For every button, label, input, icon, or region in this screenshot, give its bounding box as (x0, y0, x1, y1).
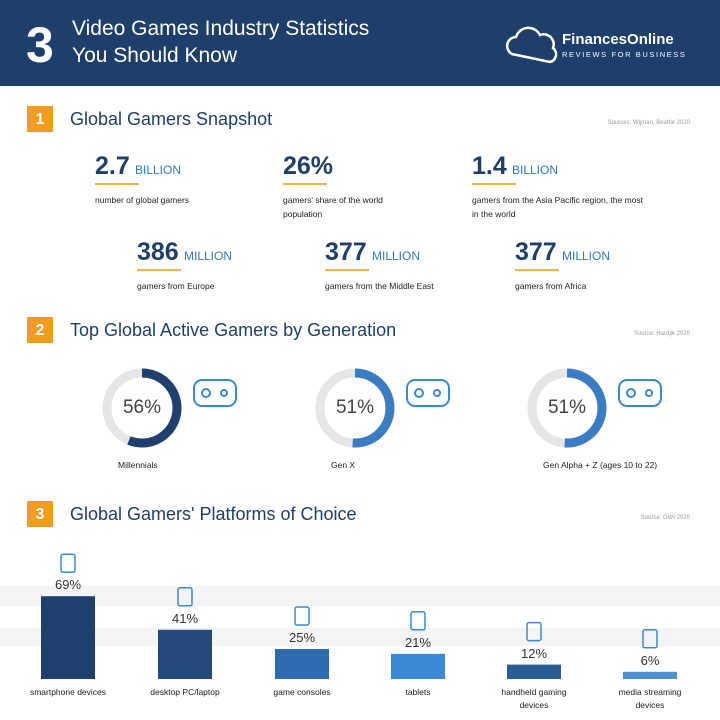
stat-label: gamers from the Asia Pacific region, the… (472, 195, 644, 219)
section-number: 1 (35, 111, 45, 128)
bar-label: media streaming devices (618, 687, 682, 710)
bar-label: handheld gaming devices (501, 687, 567, 710)
donut-arc (102, 368, 182, 448)
donut-value: 51% (547, 397, 587, 418)
stat-label: number of global gamers (95, 195, 190, 205)
bar-value: 25% (288, 630, 316, 645)
donut-label: Gen X (331, 460, 356, 470)
section-source: Sources: Wijman, Beattie 2020 (607, 120, 690, 126)
section-title: Global Gamers' Platforms of Choice (70, 504, 357, 524)
section-source: Source: GWI 2020 (640, 515, 690, 521)
band (0, 628, 720, 646)
stat-unit: BILLION (135, 163, 182, 177)
bar-label: smartphone devices (29, 687, 107, 697)
header-band (0, 0, 720, 86)
stat-value: 386 (137, 238, 179, 266)
icon (406, 379, 450, 407)
icon (642, 629, 658, 649)
bar-value: 21% (404, 634, 432, 650)
stat-label: gamers from Africa (515, 281, 587, 291)
bar (41, 596, 95, 679)
section-source: Source: Hardjik 2020 (633, 331, 690, 337)
bar-value: 41% (171, 610, 199, 626)
bar (158, 629, 212, 679)
icon (433, 389, 441, 397)
stat-unit: MILLION (562, 249, 611, 263)
section-number: 3 (35, 506, 45, 523)
bar-label: game consoles (273, 687, 331, 697)
icon (60, 553, 76, 573)
stat-label: gamers' share of the world population (283, 195, 383, 219)
stat-value: 377 (325, 238, 367, 266)
stat-label: gamers from Europe (137, 281, 215, 291)
section-number: 2 (35, 322, 45, 339)
stat-label: gamers from the Middle East (325, 281, 434, 291)
bar (623, 671, 677, 679)
donut-arc (315, 368, 395, 448)
stat-value: 2.7 (95, 152, 130, 180)
section-badge (27, 501, 53, 527)
donut-value: 51% (335, 397, 375, 418)
stat-value: 377 (515, 238, 557, 266)
stat-underline (137, 269, 181, 271)
tagline: REVIEWS FOR BUSINESS (562, 50, 687, 59)
section-title: Global Gamers Snapshot (70, 109, 273, 129)
bar-value: 12% (520, 645, 548, 661)
stat-unit: MILLION (184, 249, 233, 263)
donut-label: Millennials (118, 460, 158, 470)
bar (391, 653, 445, 679)
icon (645, 389, 653, 397)
section-badge (27, 106, 53, 132)
bar-label: tablets (405, 687, 431, 697)
bar (507, 664, 561, 679)
icon (526, 621, 542, 642)
icon (177, 587, 193, 607)
bar-value: 69% (54, 577, 82, 593)
icon (626, 388, 636, 398)
bar (275, 649, 329, 679)
donut-label: Gen Alpha + Z (ages 10 to 22) (543, 460, 658, 470)
header-title: You Should Know (72, 44, 238, 67)
section-badge (27, 317, 53, 343)
icon (294, 606, 310, 626)
stat-underline (515, 269, 559, 271)
stat-value: 26% (283, 152, 334, 180)
stat-underline (472, 183, 516, 185)
icon (220, 389, 228, 397)
icon (618, 379, 662, 407)
donut-value: 56% (122, 397, 162, 418)
icon (414, 388, 424, 398)
stat-unit: BILLION (512, 163, 559, 177)
section-title: Top Global Active Gamers by Generation (70, 320, 397, 340)
stat-underline (283, 183, 327, 185)
stat-value: 1.4 (472, 152, 507, 180)
band (0, 586, 720, 606)
stat-unit: MILLION (372, 249, 421, 263)
header-title: Video Games Industry Statistics (72, 17, 370, 40)
logo (505, 26, 558, 64)
icon (201, 388, 211, 398)
icon (193, 379, 237, 407)
donut-arc (527, 368, 607, 448)
icon (410, 611, 426, 631)
brand: FinancesOnline (562, 31, 674, 48)
stat-underline (325, 269, 369, 271)
header-number: 3 (26, 17, 54, 73)
bar-label: desktop PC/laptop (150, 687, 220, 697)
bar-value: 6% (640, 652, 660, 668)
stat-underline (95, 183, 139, 185)
